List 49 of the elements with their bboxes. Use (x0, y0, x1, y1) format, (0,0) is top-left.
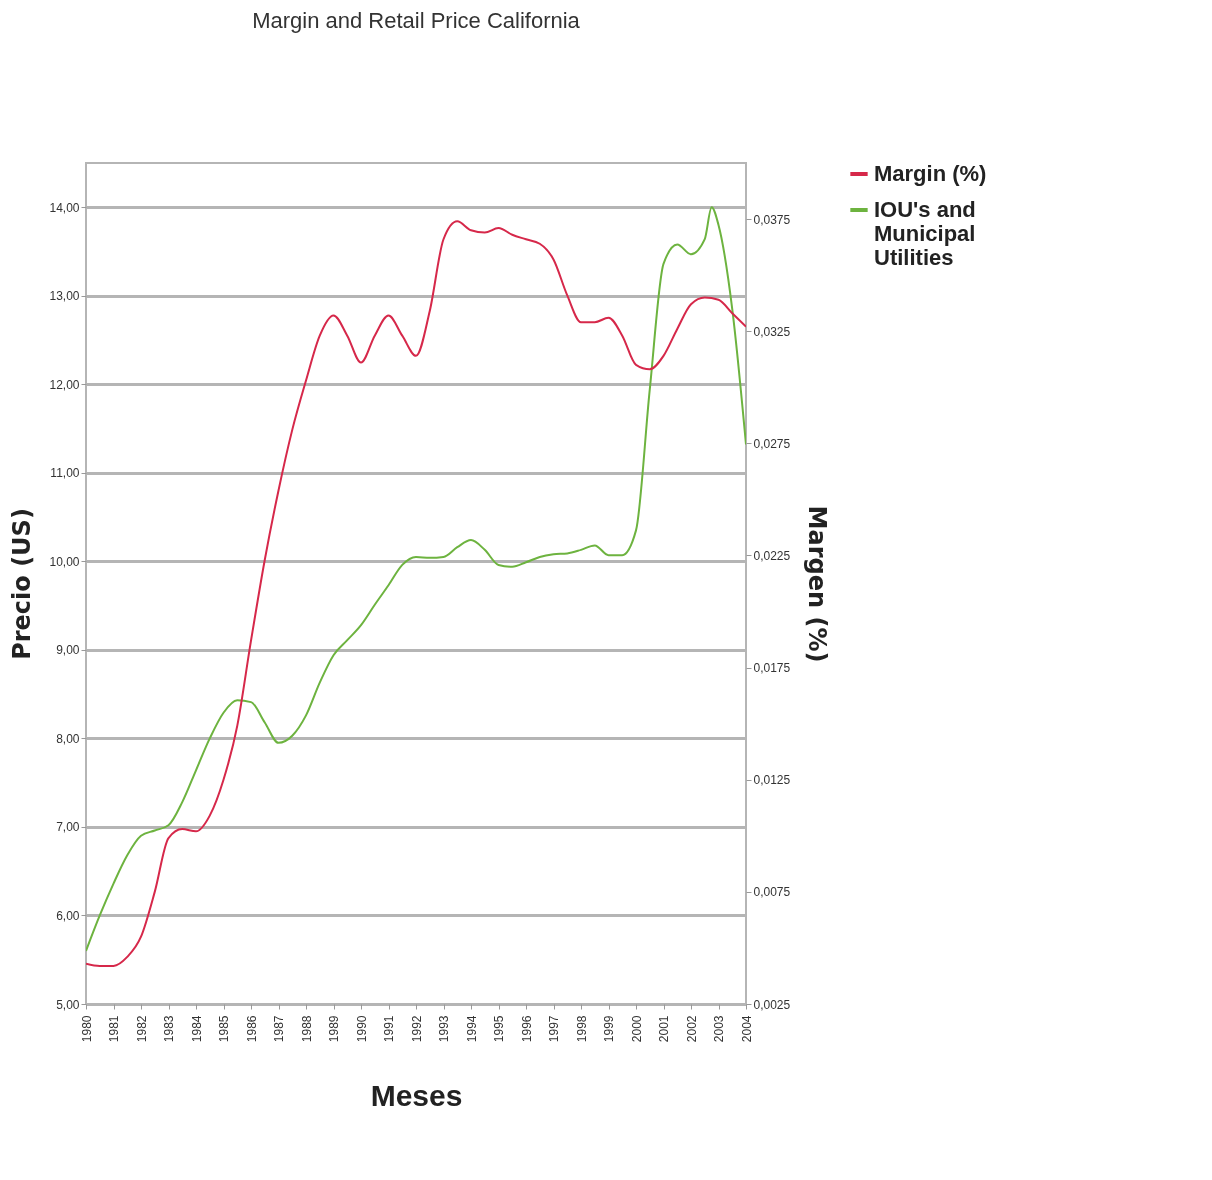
x-tick-label: 1989 (327, 1015, 341, 1043)
x-tick-label: 1993 (437, 1015, 451, 1043)
x-axis-title: Meses (370, 1079, 463, 1113)
x-tick-label: 2003 (712, 1015, 726, 1043)
y2-tick-label: 0,0025 (753, 997, 791, 1012)
x-tick-label: 1982 (134, 1015, 149, 1043)
x-tick-label: 1992 (409, 1015, 424, 1043)
x-tick-label: 1996 (519, 1015, 534, 1043)
y-tick-label: 11,00 (50, 466, 80, 481)
y-axis-title: Precio (US) (8, 508, 37, 660)
x-tick-label: 1986 (244, 1015, 259, 1043)
x-tick-label: 2001 (657, 1015, 671, 1043)
y-tick-label: 12,00 (49, 377, 80, 392)
y-tick-label: 9,00 (56, 643, 80, 658)
x-tick-label: 1990 (354, 1015, 369, 1043)
x-tick-label: 1985 (217, 1015, 231, 1043)
x-tick-label: 1987 (272, 1015, 286, 1043)
x-tick-label: 2004 (739, 1015, 754, 1043)
x-tick-label: 1999 (602, 1015, 616, 1043)
x-tick-label: 1980 (79, 1015, 94, 1043)
y2-tick-label: 0,0275 (753, 436, 791, 451)
y2-axis-title: Margen (%) (803, 505, 832, 663)
x-tick-label: 1991 (382, 1015, 396, 1043)
x-tick-label: 1981 (107, 1015, 121, 1043)
x-tick-label: 1984 (189, 1015, 204, 1043)
y-tick-label: 14,00 (49, 200, 80, 215)
x-tick-label: 1983 (162, 1015, 176, 1043)
y2-tick-label: 0,0125 (753, 773, 791, 788)
y2-tick-label: 0,0075 (753, 885, 791, 900)
y-tick-label: 7,00 (56, 820, 80, 835)
y-tick-label: 13,00 (49, 289, 80, 304)
legend-label: IOU's and Municipal Utilities (874, 197, 976, 270)
x-tick-label: 2002 (684, 1015, 699, 1043)
x-tick-label: 2000 (629, 1015, 644, 1043)
y2-tick-label: 0,0375 (753, 212, 791, 227)
y2-tick-label: 0,0225 (753, 548, 791, 563)
chart-title: Margin and Retail Price California (252, 8, 581, 33)
y2-tick-label: 0,0325 (753, 324, 791, 339)
x-tick-label: 1998 (574, 1015, 589, 1043)
y-tick-label: 6,00 (56, 908, 80, 923)
x-tick-label: 1997 (547, 1015, 561, 1043)
x-tick-label: 1988 (299, 1015, 314, 1043)
y-tick-label: 8,00 (56, 731, 80, 746)
x-tick-label: 1995 (492, 1015, 506, 1043)
y-tick-label: 10,00 (49, 554, 80, 569)
legend-label: Margin (%) (874, 161, 987, 186)
x-tick-label: 1994 (464, 1015, 479, 1043)
y-tick-label: 5,00 (56, 997, 80, 1012)
y2-tick-label: 0,0175 (753, 661, 791, 676)
